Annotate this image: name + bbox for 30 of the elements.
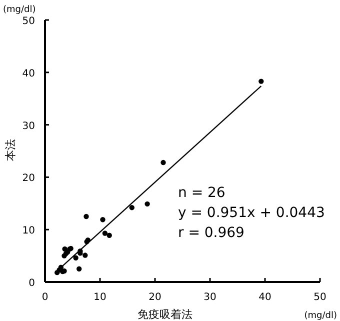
x-tick-label: 50 xyxy=(314,292,326,303)
point xyxy=(129,204,134,210)
point xyxy=(160,160,166,166)
y-tick-label: 30 xyxy=(22,120,35,132)
x-tick-label: 0 xyxy=(42,292,48,303)
point xyxy=(100,217,106,222)
point xyxy=(76,266,82,272)
point xyxy=(82,252,88,258)
y-axis-title: 本法 xyxy=(4,139,17,161)
point xyxy=(258,78,264,84)
point xyxy=(73,255,78,260)
point xyxy=(144,201,150,207)
text: (mg/dl) xyxy=(3,5,36,15)
annotation: y = 0.951x + 0.0443 xyxy=(178,205,325,221)
y-tick-label: 0 xyxy=(28,278,35,289)
x-tick-label: 20 xyxy=(148,292,162,303)
y-tick-label: 20 xyxy=(22,173,35,184)
y-tick-label: 50 xyxy=(22,16,35,27)
point xyxy=(84,214,89,220)
annotation: r = 0.969 xyxy=(178,225,244,241)
point xyxy=(102,230,108,236)
annotation: n = 26 xyxy=(178,185,226,201)
point xyxy=(106,232,112,238)
text: (mg/dl) xyxy=(304,311,337,321)
x-axis-title: 免疫吸着法 xyxy=(138,308,192,321)
x-tick-label: 10 xyxy=(94,292,106,303)
x-tick-label: 30 xyxy=(204,292,216,303)
x-tick-label: 40 xyxy=(258,292,272,303)
y-tick-label: 10 xyxy=(22,226,35,237)
y-tick-label: 40 xyxy=(22,68,35,80)
